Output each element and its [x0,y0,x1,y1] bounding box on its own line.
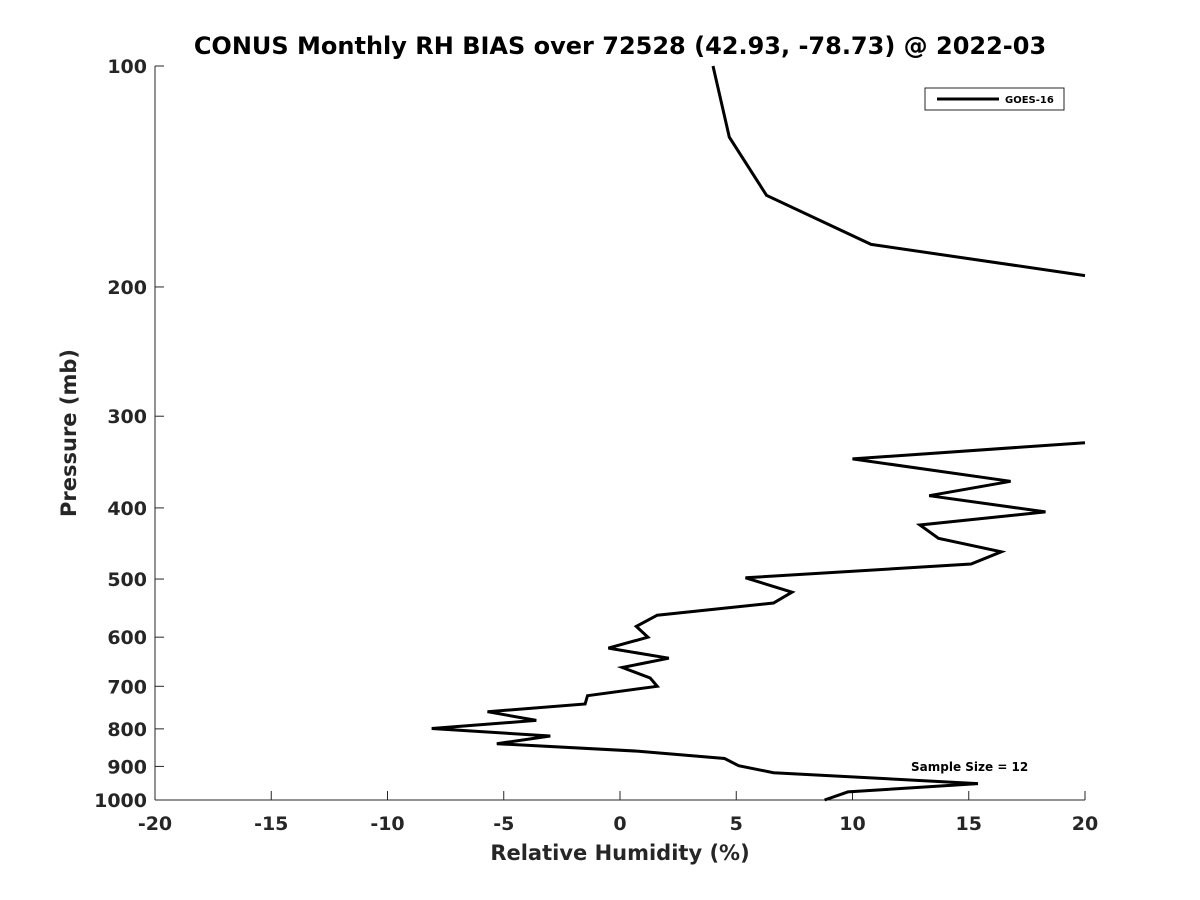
y-tick-label: 200 [107,277,147,299]
legend: GOES-16 [924,87,1065,111]
x-tick-label: 5 [730,813,743,835]
series-goes-16 [431,65,1086,802]
y-tick-label: 600 [107,627,147,649]
y-tick-label: 900 [107,756,147,778]
x-tick-label: 10 [839,813,865,835]
y-tick-label: 300 [107,406,147,428]
series-line-segment [711,65,1086,278]
chart-title: CONUS Monthly RH BIAS over 72528 (42.93,… [194,32,1046,60]
y-tick-label: 500 [107,569,147,591]
x-tick-label: 20 [1072,813,1098,835]
series-line-segment [431,441,1086,802]
x-tick-label: -5 [493,813,514,835]
legend-label-goes-16: GOES-16 [1005,95,1054,106]
y-tick-label: 1000 [94,790,147,812]
y-axis-label: Pressure (mb) [57,349,81,517]
x-axis-label: Relative Humidity (%) [490,841,749,865]
x-tick-label: -20 [138,813,172,835]
x-tick-label: -15 [254,813,288,835]
y-tick-label: 400 [107,498,147,520]
x-axis-ticks: -20 -15 -10 -5 0 5 10 15 20 [138,791,1098,835]
y-tick-label: 700 [107,676,147,698]
sample-size-annotation: Sample Size = 12 [911,760,1028,774]
y-axis-ticks: 100 200 300 400 500 600 700 800 900 1000 [94,56,164,812]
x-tick-label: 0 [613,813,626,835]
y-tick-label: 800 [107,719,147,741]
y-tick-label: 100 [107,56,147,78]
x-tick-label: -10 [370,813,404,835]
x-tick-label: 15 [956,813,982,835]
